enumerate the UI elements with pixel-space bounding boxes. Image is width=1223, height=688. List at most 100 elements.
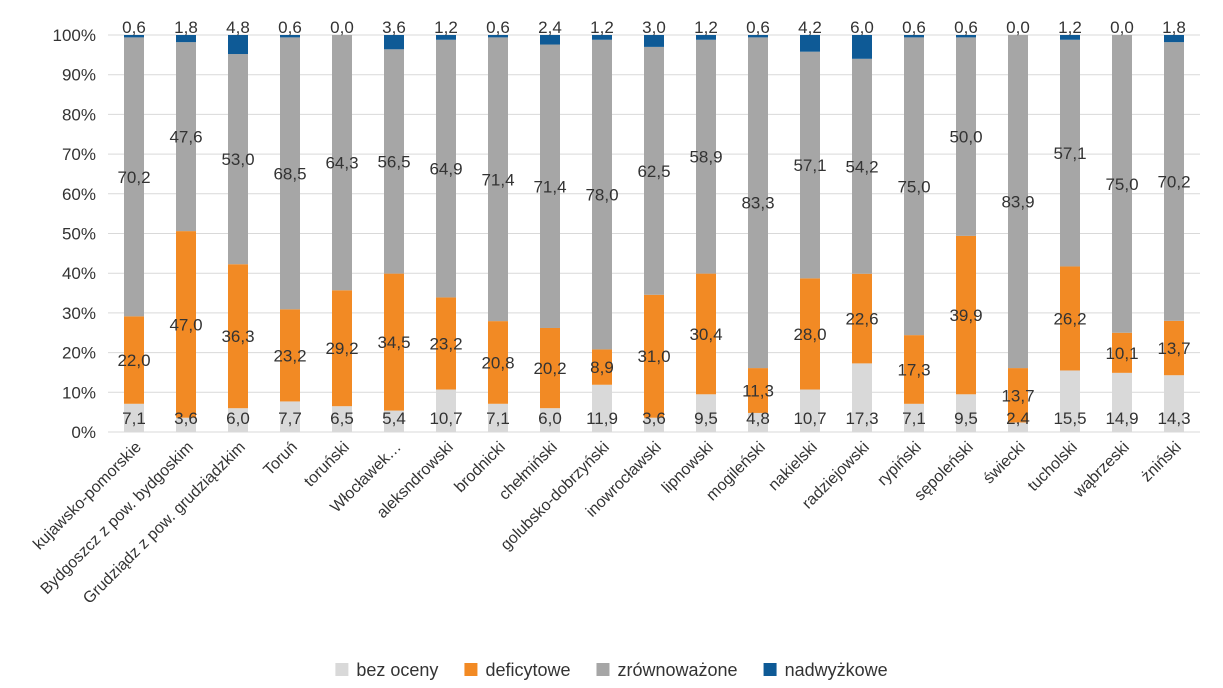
bar-segment <box>436 389 456 432</box>
data-label: 0,0 <box>330 18 354 37</box>
bar-segment <box>176 35 196 43</box>
data-label: 0,6 <box>486 18 510 37</box>
data-label: 64,3 <box>325 154 358 173</box>
y-tick-label: 100% <box>53 26 96 45</box>
data-label: 1,2 <box>1058 18 1082 37</box>
bar-segment <box>904 37 924 336</box>
data-label: 1,8 <box>1162 18 1186 37</box>
bar-segment <box>280 35 300 38</box>
y-axis-ticks: 0% 10% 20% 30% 40% 50% 60% 70% 80% 90% 100% <box>53 26 96 442</box>
y-tick-label: 90% <box>62 66 96 85</box>
data-label: 1,2 <box>590 18 614 37</box>
bar-segment <box>956 37 976 236</box>
bar-segment <box>1008 422 1028 432</box>
data-label: 64,9 <box>429 160 462 179</box>
bar-segment <box>488 403 508 432</box>
bar-segment <box>592 35 612 40</box>
bar-segment <box>644 35 664 47</box>
bar-segment <box>228 408 248 432</box>
bar-segment <box>280 37 300 310</box>
bar-segment <box>696 35 716 40</box>
data-label: 1,2 <box>694 18 718 37</box>
data-label: 26,2 <box>1053 309 1086 328</box>
data-label: 7,1 <box>902 409 926 428</box>
data-label: 7,1 <box>122 409 146 428</box>
bar-segment <box>800 51 820 279</box>
data-label: 3,0 <box>642 18 666 37</box>
legend-label: nadwyżkowe <box>785 660 888 680</box>
data-label: 17,3 <box>845 409 878 428</box>
bar-segment <box>1008 35 1028 369</box>
data-label: 62,5 <box>637 162 670 181</box>
y-tick-label: 0% <box>71 423 96 442</box>
bar-segment <box>332 406 352 432</box>
data-label: 68,5 <box>273 164 306 183</box>
bar-segment <box>956 35 976 38</box>
legend-label: zrównoważone <box>617 660 737 680</box>
bar-segment <box>644 46 664 295</box>
bar-segment <box>436 39 456 298</box>
data-label: 2,4 <box>1006 409 1030 428</box>
data-label: 47,0 <box>169 315 202 334</box>
bar-segment <box>1008 368 1028 423</box>
data-label: 71,4 <box>481 170 514 189</box>
x-category-label: Toruń <box>261 439 301 479</box>
bar-segment <box>124 316 144 404</box>
bar-segment <box>956 394 976 432</box>
data-label: 0,6 <box>746 18 770 37</box>
bar-segment <box>800 389 820 432</box>
bar-segment <box>488 37 508 322</box>
legend-label: deficytowe <box>485 660 570 680</box>
y-tick-label: 50% <box>62 225 96 244</box>
y-tick-label: 10% <box>62 383 96 402</box>
data-label: 57,1 <box>793 156 826 175</box>
bar-segment <box>696 394 716 432</box>
bar-segment <box>1164 375 1184 432</box>
data-label: 10,1 <box>1105 344 1138 363</box>
bar-segment <box>1164 42 1184 321</box>
data-label: 1,8 <box>174 18 198 37</box>
bar-segment <box>540 35 560 45</box>
bar-segment <box>904 403 924 432</box>
data-label: 58,9 <box>689 148 722 167</box>
bar-segment <box>1060 370 1080 432</box>
bar-segment <box>852 35 872 59</box>
bar-segment <box>436 297 456 390</box>
bar-segment <box>904 335 924 404</box>
data-label: 70,2 <box>117 168 150 187</box>
bar-segment <box>696 273 716 395</box>
data-label: 7,1 <box>486 409 510 428</box>
y-tick-label: 80% <box>62 105 96 124</box>
x-category-label: rypiński <box>874 439 924 489</box>
data-label: 39,9 <box>949 306 982 325</box>
data-label: 29,2 <box>325 339 358 358</box>
data-label: 0,6 <box>278 18 302 37</box>
data-label: 4,8 <box>746 409 770 428</box>
data-label: 78,0 <box>585 186 618 205</box>
y-tick-label: 20% <box>62 344 96 363</box>
data-label: 83,3 <box>741 194 774 213</box>
data-label: 20,8 <box>481 353 514 372</box>
data-label: 1,2 <box>434 18 458 37</box>
bar-segment <box>384 273 404 411</box>
data-label: 11,3 <box>742 382 774 401</box>
data-label: 75,0 <box>897 177 930 196</box>
bar-segment <box>904 35 924 38</box>
bar-segment <box>228 35 248 55</box>
data-label: 36,3 <box>221 327 254 346</box>
data-label: 70,2 <box>1157 172 1190 191</box>
bar-segment <box>748 35 768 38</box>
legend-label: bez oceny <box>356 660 438 680</box>
bar-segment <box>280 309 300 402</box>
bar-segment <box>1112 35 1132 333</box>
bar-segment <box>332 290 352 407</box>
data-label: 23,2 <box>429 334 462 353</box>
x-category-label: świecki <box>980 439 1028 487</box>
data-label: 8,9 <box>590 358 614 377</box>
data-label: 15,5 <box>1053 409 1086 428</box>
bar-segment <box>852 273 872 364</box>
bar-segment <box>696 39 716 274</box>
data-label: 50,0 <box>949 128 982 147</box>
bars <box>124 35 1184 432</box>
